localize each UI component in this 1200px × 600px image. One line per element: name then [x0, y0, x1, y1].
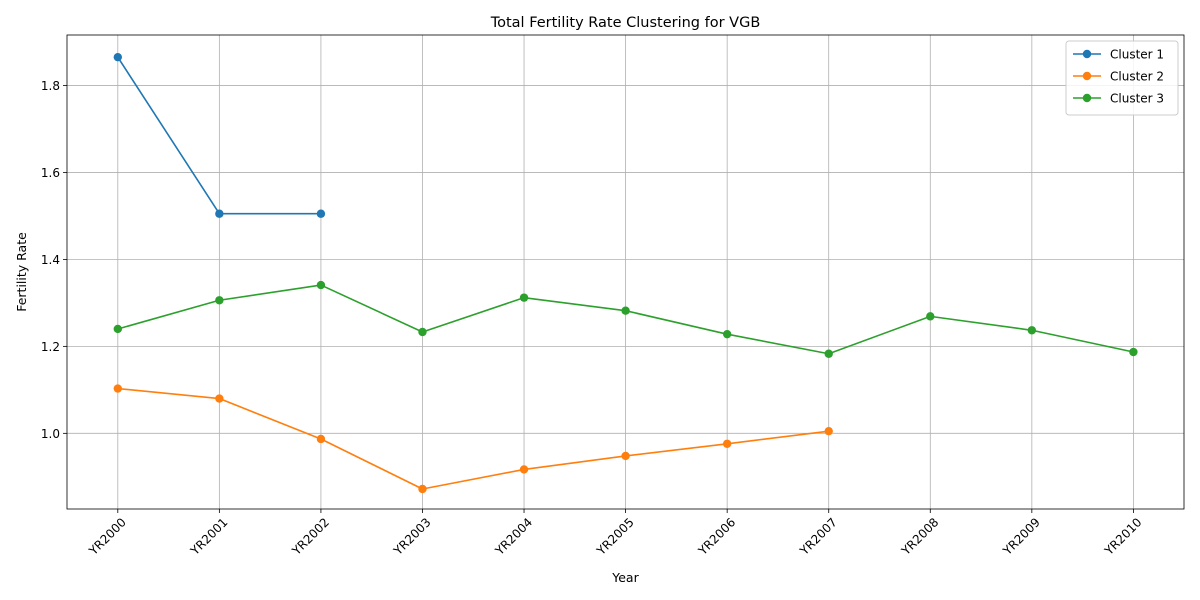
- cluster-2-point: [215, 394, 224, 403]
- cluster-3-point: [1129, 347, 1138, 357]
- cluster-3-point: [519, 293, 529, 302]
- cluster-3-point: [722, 329, 732, 339]
- legend-item-cluster-1: Cluster 1: [1073, 48, 1164, 62]
- y-tick-label: 1.8: [41, 79, 60, 93]
- legend-label: Cluster 3: [1110, 92, 1164, 106]
- x-axis-title: Year: [611, 570, 639, 585]
- cluster-2-point: [519, 465, 529, 474]
- cluster-3-point: [824, 349, 833, 358]
- legend-item-cluster-2: Cluster 2: [1073, 70, 1164, 84]
- cluster-3-point: [113, 324, 123, 334]
- legend-label: Cluster 1: [1110, 48, 1164, 62]
- cluster-3-point: [316, 280, 326, 290]
- legend-swatch-marker: [1082, 49, 1092, 59]
- y-tick-label: 1.0: [41, 427, 60, 441]
- legend-box: [1065, 40, 1179, 116]
- legend-swatch-marker: [1082, 71, 1092, 81]
- cluster-2-point: [824, 426, 833, 436]
- cluster-3-point: [418, 327, 427, 337]
- chart-title: Total Fertility Rate Clustering for VGB: [490, 15, 761, 31]
- y-tick-label: 1.2: [41, 340, 60, 354]
- legend-swatch-marker: [1082, 93, 1092, 103]
- cluster-2-point: [316, 434, 326, 444]
- cluster-1-point: [113, 52, 123, 62]
- y-axis-title: Fertility Rate: [14, 232, 29, 312]
- cluster-1-point: [215, 209, 224, 218]
- cluster-1-point: [316, 209, 326, 218]
- cluster-2-point: [722, 439, 732, 448]
- legend-item-cluster-3: Cluster 3: [1073, 92, 1164, 106]
- cluster-3-point: [215, 296, 224, 305]
- cluster-3-point: [1027, 326, 1037, 335]
- cluster-3-point: [926, 312, 935, 321]
- cluster-1-series: [113, 52, 326, 218]
- cluster-3-point: [621, 306, 630, 315]
- legend: Cluster 1 Cluster 2 Cluster 3: [1065, 40, 1179, 116]
- cluster-3-series: [113, 280, 1138, 358]
- cluster-2-point: [621, 451, 630, 461]
- cluster-2-line: [117, 387, 829, 490]
- legend-label: Cluster 2: [1110, 70, 1164, 84]
- cluster-2-point: [418, 484, 427, 494]
- y-axis: 1.0 1.2 1.4 1.6 1.8: [41, 79, 67, 441]
- cluster-2-series: [113, 384, 833, 494]
- cluster-2-point: [113, 384, 123, 393]
- series-layer: [113, 52, 1138, 494]
- y-tick-label: 1.4: [41, 253, 60, 267]
- y-tick-label: 1.6: [41, 166, 60, 180]
